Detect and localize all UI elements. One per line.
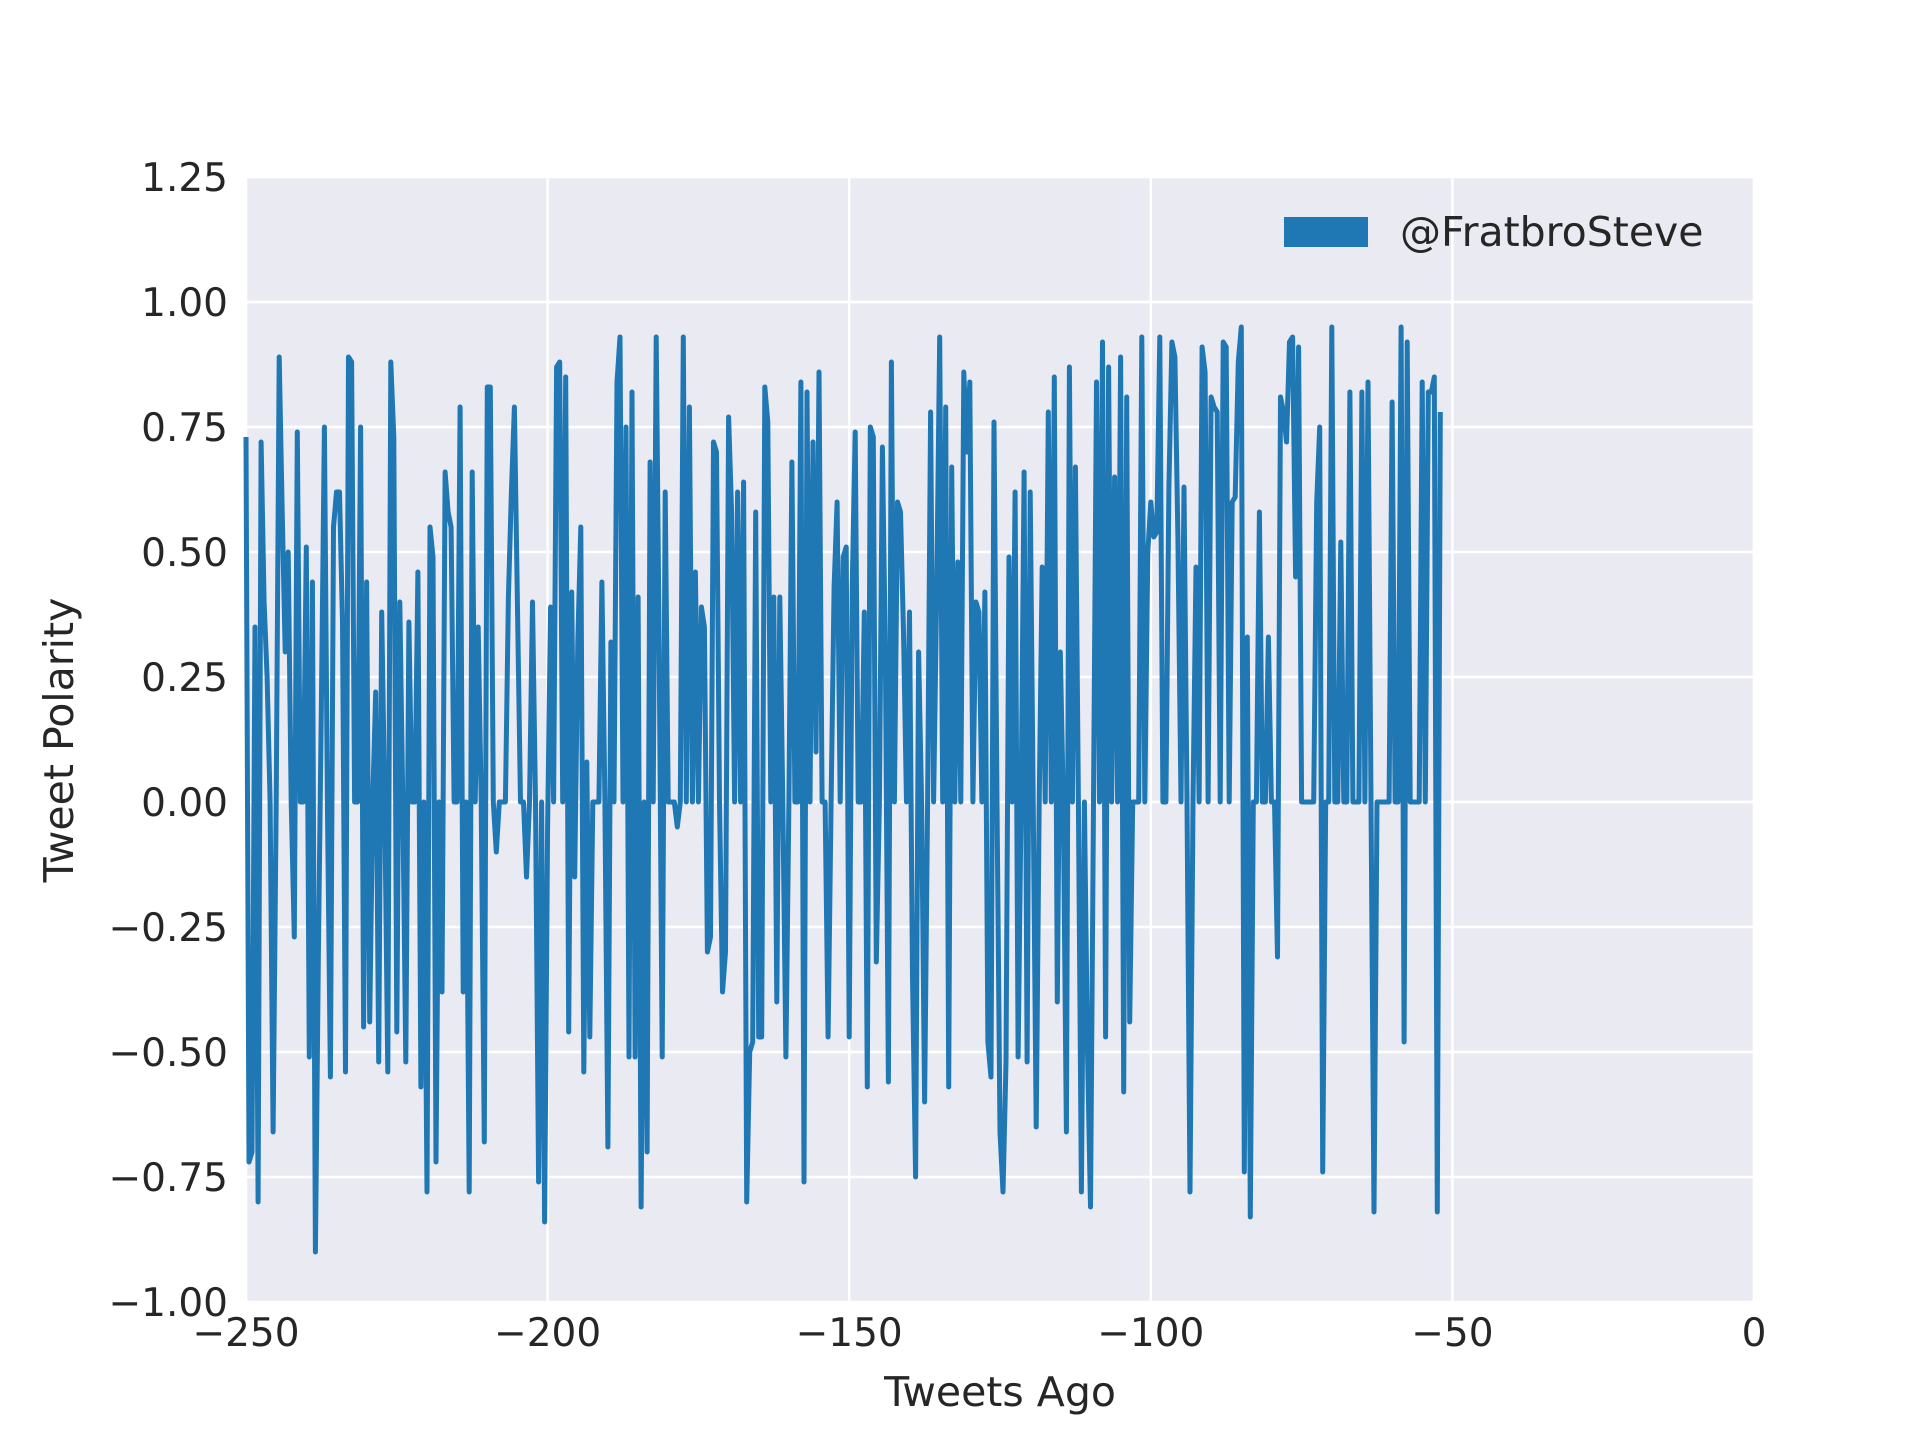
x-tick-label: −200 (494, 1311, 601, 1356)
y-tick-label: 1.00 (141, 281, 228, 326)
x-tick-label: 0 (1742, 1311, 1767, 1356)
y-axis-ticks: −1.00 −0.75 −0.50 −0.25 0.00 0.25 0.50 0.75 1.00… (108, 156, 228, 1326)
legend-swatch-fratbrosteve (1284, 217, 1368, 247)
x-tick-label: −150 (796, 1311, 903, 1356)
x-tick-label: −100 (1097, 1311, 1204, 1356)
x-axis-title: Tweets Ago (883, 1368, 1116, 1416)
x-tick-label: −250 (192, 1311, 299, 1356)
series-lines (243, 324, 1443, 1255)
y-tick-label: 0.00 (141, 781, 228, 826)
y-tick-label: −0.25 (108, 906, 228, 951)
x-axis-ticks: −250 −200 −150 −100 −50 0 (192, 1311, 1766, 1356)
y-tick-label: 0.50 (141, 531, 228, 576)
legend-label-fratbrosteve: @FratbroSteve (1400, 208, 1704, 256)
legend: @FratbroSteve (1284, 208, 1704, 256)
y-tick-label: −1.00 (108, 1281, 228, 1326)
y-tick-label: 1.25 (141, 156, 228, 201)
x-tick-label: −50 (1411, 1311, 1493, 1356)
y-tick-label: 0.75 (141, 406, 228, 451)
y-axis-title: Tweet Polarity (35, 598, 83, 884)
y-tick-label: −0.50 (108, 1031, 228, 1076)
y-tick-label: −0.75 (108, 1156, 228, 1201)
series-line-fratbrosteve (243, 324, 1443, 1255)
y-tick-label: 0.25 (141, 656, 228, 701)
